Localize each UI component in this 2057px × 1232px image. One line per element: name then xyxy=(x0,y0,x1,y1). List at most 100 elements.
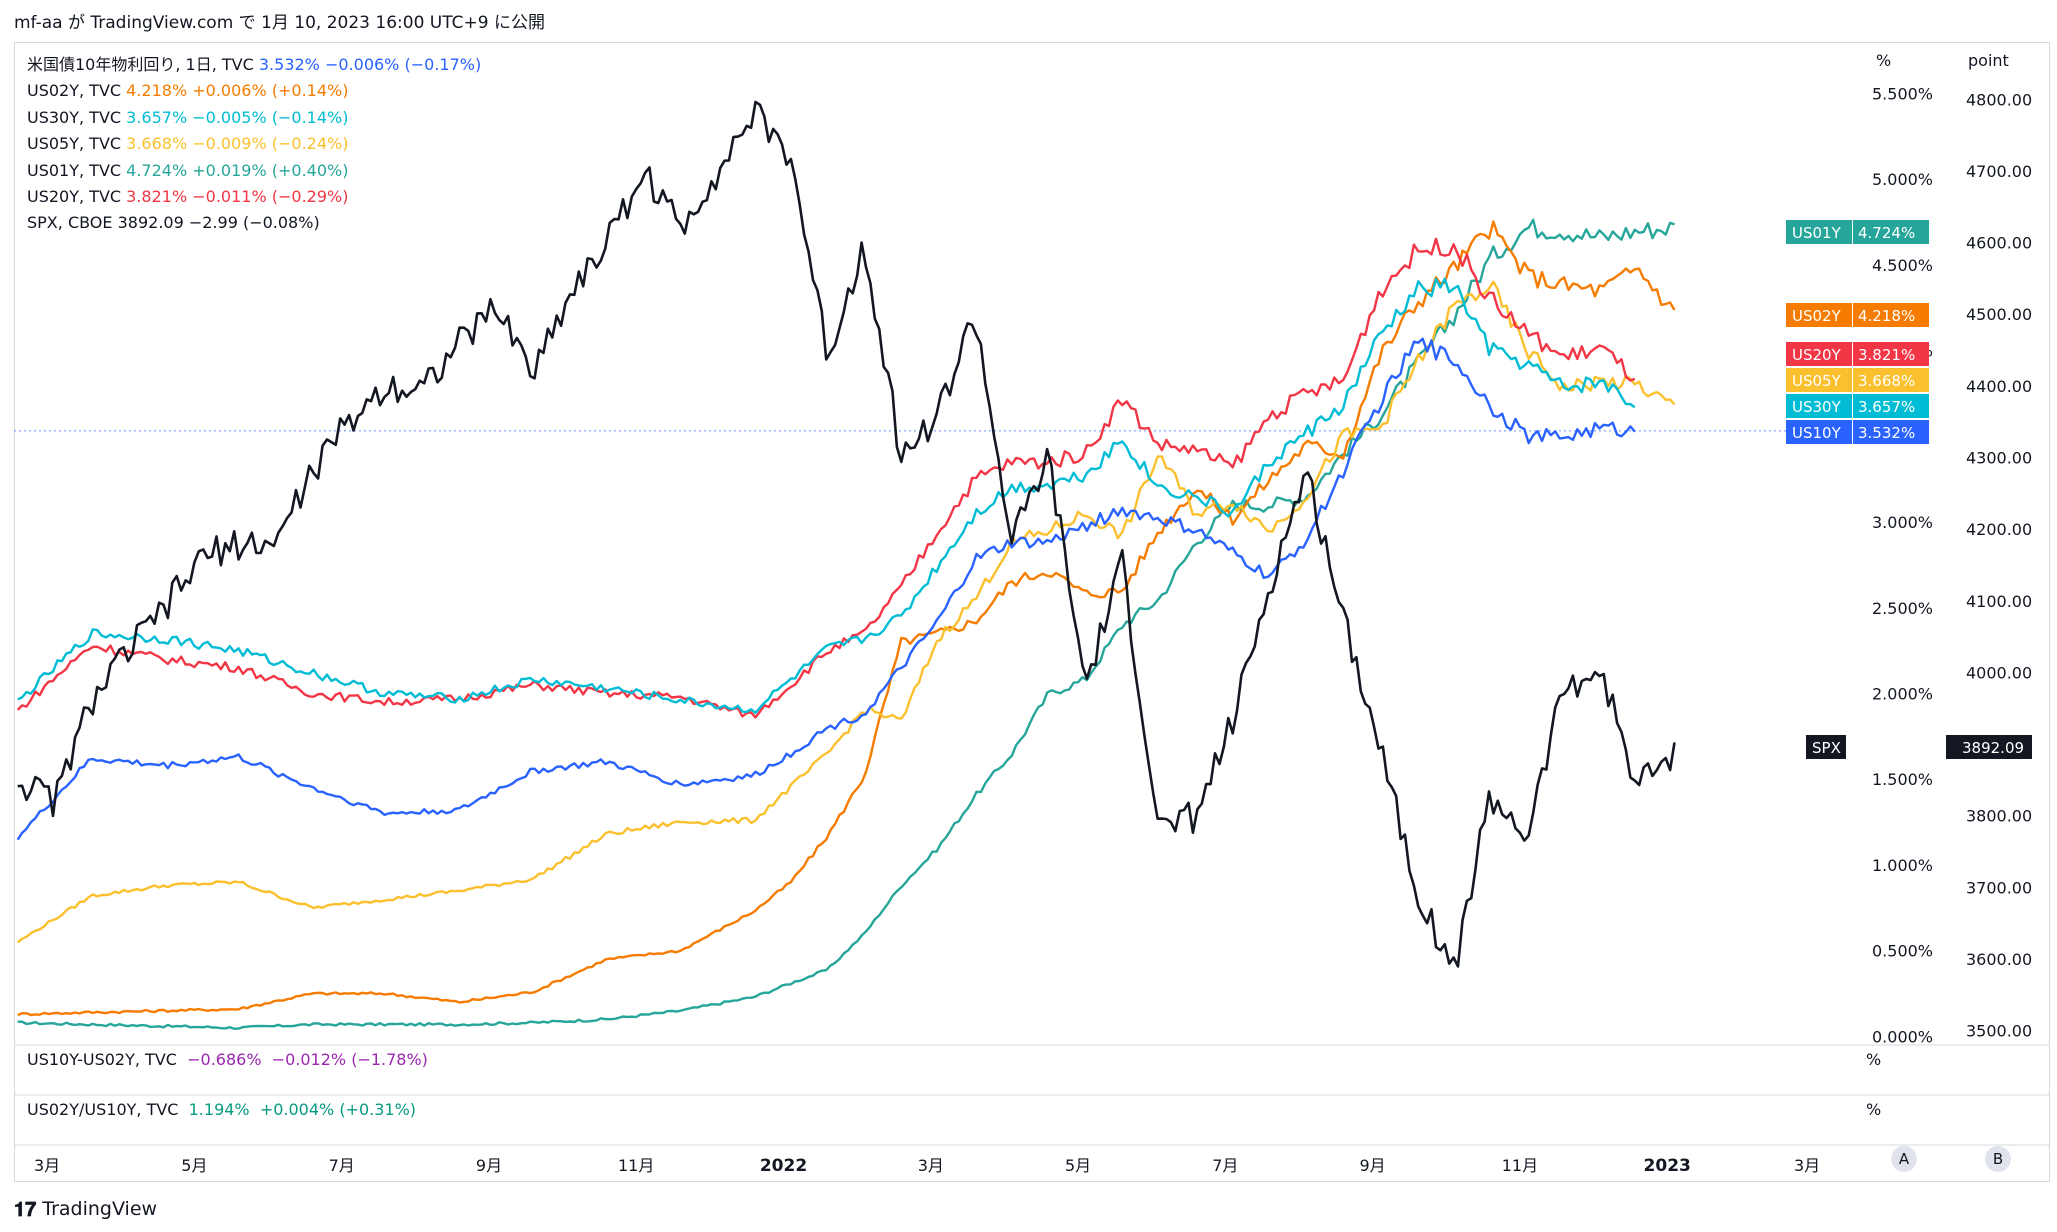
series-tag-label: US30Y xyxy=(1792,398,1842,416)
legend-series-name: US05Y, TVC xyxy=(27,134,127,154)
left-axis-tick-label: 0.000% xyxy=(1872,1027,1933,1046)
series-price-tag[interactable]: US01Y 4.724% xyxy=(1786,220,1929,244)
series-line-spx xyxy=(17,100,1676,968)
auto-scale-button[interactable]: A xyxy=(1891,1146,1917,1172)
ratio-pane-label[interactable]: US02Y/US10Y, TVC 1.194% +0.004% (+0.31%) xyxy=(27,1100,416,1119)
legend-series-change: −0.009% (−0.24%) xyxy=(192,134,349,154)
legend-row[interactable]: US30Y, TVC 3.657% −0.005% (−0.14%) xyxy=(27,105,481,131)
legend-row[interactable]: 米国債10年物利回り, 1日, TVC 3.532% −0.006% (−0.1… xyxy=(27,52,481,78)
log-scale-button[interactable]: B xyxy=(1985,1146,2011,1172)
series-tag-box xyxy=(1786,420,1852,444)
series-tag-value-box xyxy=(1853,394,1929,418)
ratio-pane-unit: % xyxy=(1866,1100,1882,1119)
right-axis-unit: point xyxy=(1968,51,2009,70)
right-axis-tick-label: 3600.00 xyxy=(1966,950,2032,969)
series-tag-value-box xyxy=(1853,368,1929,392)
x-axis-tick-label: 3月 xyxy=(918,1156,944,1175)
series-tag-box xyxy=(1786,368,1852,392)
series-price-tag[interactable]: US30Y 3.657% xyxy=(1786,394,1929,418)
legend-series-change: +0.006% (+0.14%) xyxy=(192,81,349,101)
series-tag-label: US10Y xyxy=(1792,424,1842,442)
series-line-us10y xyxy=(16,337,1636,841)
series-legend: 米国債10年物利回り, 1日, TVC 3.532% −0.006% (−0.1… xyxy=(27,52,481,237)
right-axis-tick-label: 4400.00 xyxy=(1966,377,2032,396)
spx-tag-value-box xyxy=(1946,735,2032,759)
left-axis-tick-label: 2.500% xyxy=(1872,599,1933,618)
right-axis-tick-label: 4200.00 xyxy=(1966,520,2032,539)
spread-pane-change: −0.012% (−1.78%) xyxy=(271,1050,428,1069)
series-tag-value: 3.657% xyxy=(1858,398,1915,416)
tradingview-logo-icon: 𝟏𝟕 xyxy=(14,1197,37,1221)
right-axis-tick-label: 4100.00 xyxy=(1966,592,2032,611)
legend-row[interactable]: SPX, CBOE 3892.09 −2.99 (−0.08%) xyxy=(27,210,481,236)
spx-price-tag[interactable]: SPX 3892.09 xyxy=(1806,735,2032,759)
spread-pane-value: −0.686% xyxy=(187,1050,262,1069)
legend-series-value: 3.821% xyxy=(126,187,193,207)
legend-series-change: −0.011% (−0.29%) xyxy=(192,187,349,207)
legend-series-change: −2.99 (−0.08%) xyxy=(188,213,320,233)
spx-tag-box xyxy=(1806,735,1846,759)
spread-pane-unit: % xyxy=(1866,1050,1882,1069)
series-tag-value-box xyxy=(1853,420,1929,444)
x-axis-tick-label: 7月 xyxy=(1212,1156,1238,1175)
spread-pane-name: US10Y-US02Y, TVC xyxy=(27,1050,177,1069)
series-price-tag[interactable]: US20Y 3.821% xyxy=(1786,342,1929,366)
series-tag-value-box xyxy=(1853,220,1929,244)
series-tag-value: 4.218% xyxy=(1858,307,1915,325)
legend-series-value: 3.532% xyxy=(258,55,325,74)
series-line-us05y xyxy=(16,280,1676,944)
right-axis-tick-label: 4600.00 xyxy=(1966,234,2032,253)
series-tag-value-box xyxy=(1853,303,1929,327)
legend-series-value: 3.657% xyxy=(126,107,193,127)
legend-row[interactable]: US01Y, TVC 4.724% +0.019% (+0.40%) xyxy=(27,158,481,184)
series-tag-value-box xyxy=(1853,342,1929,366)
legend-series-name: SPX, CBOE xyxy=(27,213,118,233)
series-price-tag[interactable]: US10Y 3.532% xyxy=(1786,420,1929,444)
right-axis-tick-label: 4500.00 xyxy=(1966,305,2032,324)
left-axis-tick-label: 5.000% xyxy=(1872,170,1933,189)
legend-series-change: −0.005% (−0.14%) xyxy=(192,107,349,127)
legend-series-name: US01Y, TVC xyxy=(27,160,127,180)
right-axis-tick-label: 3500.00 xyxy=(1966,1022,2032,1041)
right-axis-tick-label: 4000.00 xyxy=(1966,664,2032,683)
x-axis-tick-label: 5月 xyxy=(181,1156,207,1175)
footer-brand[interactable]: 𝟏𝟕 TradingView xyxy=(14,1197,157,1221)
legend-series-change: +0.019% (+0.40%) xyxy=(192,160,349,180)
right-axis-tick-label: 3700.00 xyxy=(1966,878,2032,897)
series-line-us01y xyxy=(17,218,1675,1031)
spread-pane-label[interactable]: US10Y-US02Y, TVC −0.686% −0.012% (−1.78%… xyxy=(27,1050,428,1069)
right-axis-tick-label: 4700.00 xyxy=(1966,162,2032,181)
series-tag-box xyxy=(1786,342,1852,366)
left-axis-tick-label: 0.500% xyxy=(1872,942,1933,961)
left-axis-tick-label: 1.500% xyxy=(1872,770,1933,789)
legend-row[interactable]: US05Y, TVC 3.668% −0.009% (−0.24%) xyxy=(27,131,481,157)
legend-series-value: 3892.09 xyxy=(117,213,189,233)
series-tag-box xyxy=(1786,394,1852,418)
ratio-pane-name: US02Y/US10Y, TVC xyxy=(27,1100,179,1119)
series-tag-label: US01Y xyxy=(1792,224,1842,242)
ratio-pane-change: +0.004% (+0.31%) xyxy=(259,1100,417,1119)
legend-series-name: US20Y, TVC xyxy=(27,187,127,207)
legend-row[interactable]: US20Y, TVC 3.821% −0.011% (−0.29%) xyxy=(27,184,481,210)
series-tag-value: 3.668% xyxy=(1858,372,1915,390)
legend-series-name: US02Y, TVC xyxy=(27,81,127,101)
x-axis-tick-label: 3月 xyxy=(34,1156,60,1175)
legend-series-value: 4.218% xyxy=(126,81,193,101)
series-price-tag[interactable]: US05Y 3.668% xyxy=(1786,368,1929,392)
right-axis-tick-label: 3800.00 xyxy=(1966,807,2032,826)
footer-brand-label: TradingView xyxy=(42,1198,158,1220)
series-tag-value: 4.724% xyxy=(1858,224,1915,242)
left-axis-unit: % xyxy=(1876,51,1891,70)
series-price-tag[interactable]: US02Y 4.218% xyxy=(1786,303,1929,327)
series-tag-label: US05Y xyxy=(1792,372,1842,390)
x-axis-tick-label: 11月 xyxy=(618,1156,654,1175)
left-axis-tick-label: 4.500% xyxy=(1872,256,1933,275)
series-tag-value: 3.821% xyxy=(1858,346,1915,364)
x-axis-tick-label: 3月 xyxy=(1794,1156,1820,1175)
chart-frame xyxy=(14,42,2050,1182)
x-axis-tick-label: 5月 xyxy=(1065,1156,1091,1175)
series-line-us02y xyxy=(17,220,1676,1017)
legend-series-value: 3.668% xyxy=(126,134,193,154)
legend-row[interactable]: US02Y, TVC 4.218% +0.006% (+0.14%) xyxy=(27,78,481,104)
